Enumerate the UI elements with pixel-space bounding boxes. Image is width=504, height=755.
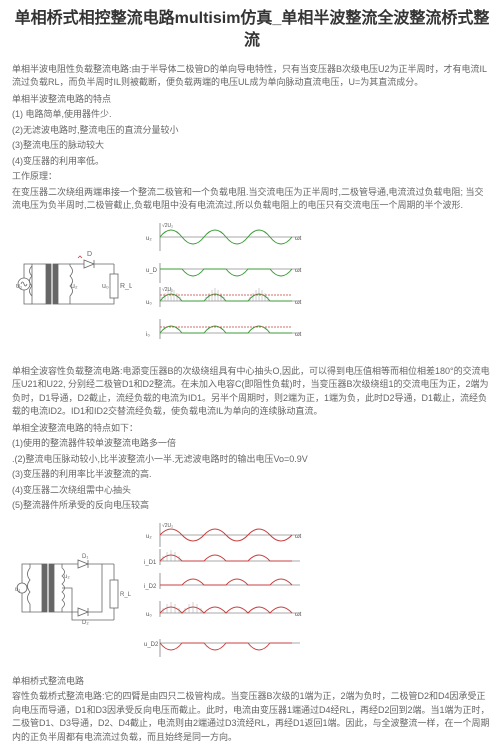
svg-text:√2U₂: √2U₂ <box>162 222 173 229</box>
svg-text:D: D <box>87 251 92 258</box>
fullwave-figure: u₁ u₂ D₁ D₂ R_L u₂ ωt √2U₂ i_D1 i_D2 <box>12 519 492 669</box>
svg-text:√2U₂: √2U₂ <box>162 286 173 293</box>
svg-text:i_D2: i_D2 <box>144 584 157 590</box>
bridge-description: 容性负载桥式整流电路:它的四臂是由四只二极管构成。当变压器B次级的1端为正，2端… <box>12 690 492 744</box>
svg-text:u₀: u₀ <box>146 612 152 618</box>
halfwave-point-3: (3)整流电压的脉动较大 <box>12 139 492 153</box>
halfwave-point-5: 工作原理： <box>12 170 492 184</box>
svg-text:u₂: u₂ <box>146 534 152 540</box>
svg-text:u₁: u₁ <box>15 587 20 593</box>
svg-text:ωt: ωt <box>295 612 302 618</box>
svg-text:ωt: ωt <box>295 268 302 274</box>
svg-text:ωt: ωt <box>295 332 302 338</box>
page-title: 单相桥式相控整流电路multisim仿真_单相半波整流全波整流桥式整流 <box>12 8 492 53</box>
bridge-heading: 单相桥式整流电路 <box>12 675 492 689</box>
svg-text:u₁: u₁ <box>16 283 23 290</box>
svg-text:u₂: u₂ <box>146 236 152 242</box>
svg-text:u₂: u₂ <box>71 283 78 290</box>
fullwave-circuit-diagram: u₁ u₂ D₁ D₂ R_L <box>12 534 132 654</box>
svg-text:u₂: u₂ <box>64 574 70 580</box>
halfwave-description: 在变压器二次绕组两端串接一个整流二极管和一个负载电阻.当交流电压为正半周时,二极… <box>12 186 492 213</box>
halfwave-circuit-diagram: u₁ u₂ D u₀ R_L <box>12 236 132 341</box>
svg-text:u_D2: u_D2 <box>144 642 159 648</box>
fullwave-intro: 单相全波容性负载整流电路:电源变压器B的次级绕组具有中心抽头O,因此，可以得到电… <box>12 365 492 419</box>
fullwave-point-4: (4)变压器二次绕组需中心抽头 <box>12 484 492 498</box>
intro-paragraph: 单相半波电阻性负载整流电路:由于半导体二极管D的单向导电特性，只有当变压器B次级… <box>12 63 492 90</box>
svg-text:R_L: R_L <box>120 283 132 290</box>
fullwave-point-3: (3)变压器的利用率比半波整流的高. <box>12 468 492 482</box>
fullwave-point-5: (5)整流器件所承受的反向电压较高 <box>12 499 492 513</box>
halfwave-heading: 单相半波整流电路的特点 <box>12 93 492 107</box>
halfwave-waveforms: u₂ ωt √2U₂ u_D ωt u₀ ωt √2U₂ <box>142 219 312 359</box>
svg-text:i₀: i₀ <box>146 332 150 338</box>
svg-text:D₁: D₁ <box>82 554 88 560</box>
svg-text:ωt: ωt <box>295 236 302 242</box>
halfwave-figure: u₁ u₂ D u₀ R_L u₂ ωt √2U₂ u_D ωt <box>12 219 492 359</box>
fullwave-point-1: (1)使用的整流器件较单波整流电路多一倍 <box>12 437 492 451</box>
svg-text:u_D: u_D <box>146 268 158 274</box>
svg-text:u₀: u₀ <box>102 283 109 290</box>
svg-text:√2U₂: √2U₂ <box>162 522 173 529</box>
fullwave-waveforms: u₂ ωt √2U₂ i_D1 i_D2 u₀ <box>142 519 312 669</box>
halfwave-point-4: (4)变压器的利用率低。 <box>12 155 492 169</box>
svg-text:u₀: u₀ <box>146 300 152 306</box>
halfwave-point-2: (2)无滤波电路时,整流电压的直流分量较小 <box>12 124 492 138</box>
svg-text:D₂: D₂ <box>82 620 89 626</box>
fullwave-point-2: .(2)整流电压脉动较小,比半波整流小一半.无滤波电路时的输出电压Vo=0.9V <box>12 453 492 467</box>
svg-text:i_D1: i_D1 <box>144 560 157 566</box>
svg-text:R_L: R_L <box>120 592 132 598</box>
svg-text:ωt: ωt <box>295 534 302 540</box>
halfwave-point-1: (1) 电路简单,使用器件少. <box>12 108 492 122</box>
svg-text:ωt: ωt <box>295 300 302 306</box>
fullwave-heading: 单相全波整流电路的特点如下： <box>12 422 492 436</box>
